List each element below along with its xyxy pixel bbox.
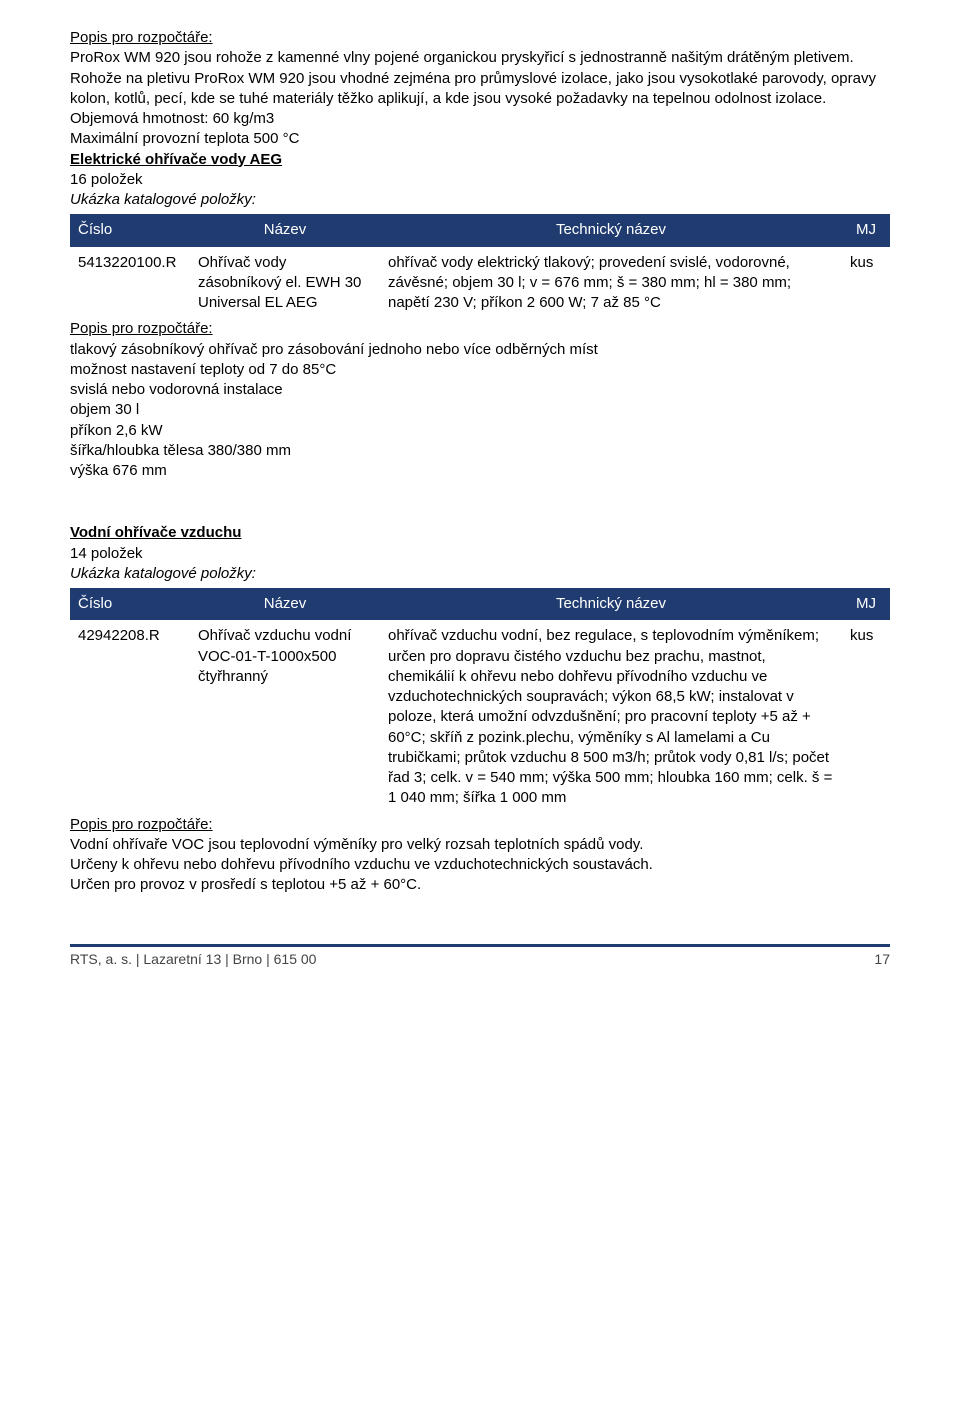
sec3-sample-label: Ukázka katalogové položky: <box>70 564 890 584</box>
th-tech: Technický název <box>380 588 842 620</box>
cell-tech: ohřívač vzduchu vodní, bez regulace, s t… <box>380 620 842 814</box>
cell-mj: kus <box>842 247 890 320</box>
th-tech: Technický název <box>380 214 842 246</box>
th-number: Číslo <box>70 214 190 246</box>
footer-left: RTS, a. s. | Lazaretní 13 | Brno | 615 0… <box>70 950 316 969</box>
sec2-heading: Elektrické ohřívače vody AEG <box>70 150 890 170</box>
cell-name: Ohřívač vody zásobníkový el. EWH 30 Univ… <box>190 247 380 320</box>
table-row: 42942208.R Ohřívač vzduchu vodní VOC-01-… <box>70 620 890 814</box>
sec2-d3: svislá nebo vodorovná instalace <box>70 380 890 400</box>
sec1-p4: Maximální provozní teplota 500 °C <box>70 129 890 149</box>
footer-page-number: 17 <box>874 950 890 969</box>
table-header-row: Číslo Název Technický název MJ <box>70 214 890 246</box>
sec2-d7: výška 676 mm <box>70 461 890 481</box>
cell-mj: kus <box>842 620 890 814</box>
th-mj: MJ <box>842 214 890 246</box>
sec3-d3: Určen pro provoz v prosředí s teplotou +… <box>70 875 890 895</box>
sec2-d2: možnost nastavení teploty od 7 do 85°C <box>70 360 890 380</box>
sec2-count: 16 položek <box>70 170 890 190</box>
sec2-sample-label: Ukázka katalogové položky: <box>70 190 890 210</box>
sec2-d4: objem 30 l <box>70 400 890 420</box>
sec2-d6: šířka/hloubka tělesa 380/380 mm <box>70 441 890 461</box>
sec3-count: 14 položek <box>70 544 890 564</box>
page-footer: RTS, a. s. | Lazaretní 13 | Brno | 615 0… <box>70 944 890 969</box>
sec2-table: Číslo Název Technický název MJ 541322010… <box>70 214 890 319</box>
sec3-desc-label: Popis pro rozpočtáře: <box>70 815 890 835</box>
sec2-desc-label: Popis pro rozpočtáře: <box>70 319 890 339</box>
sec3-d1: Vodní ohřívaře VOC jsou teplovodní výměn… <box>70 835 890 855</box>
sec3-table: Číslo Název Technický název MJ 42942208.… <box>70 588 890 815</box>
sec1-p3: Objemová hmotnost: 60 kg/m3 <box>70 109 890 129</box>
desc-label: Popis pro rozpočtáře: <box>70 28 890 48</box>
th-name: Název <box>190 214 380 246</box>
cell-name: Ohřívač vzduchu vodní VOC-01-T-1000x500 … <box>190 620 380 814</box>
table-row: 5413220100.R Ohřívač vody zásobníkový el… <box>70 247 890 320</box>
cell-tech: ohřívač vody elektrický tlakový; provede… <box>380 247 842 320</box>
table-header-row: Číslo Název Technický název MJ <box>70 588 890 620</box>
sec1-p2: Rohože na pletivu ProRox WM 920 jsou vho… <box>70 69 890 110</box>
cell-number: 5413220100.R <box>70 247 190 320</box>
th-number: Číslo <box>70 588 190 620</box>
sec2-d1: tlakový zásobníkový ohřívač pro zásobová… <box>70 340 890 360</box>
sec1-p1: ProRox WM 920 jsou rohože z kamenné vlny… <box>70 48 890 68</box>
sec3-heading: Vodní ohřívače vzduchu <box>70 523 890 543</box>
th-name: Název <box>190 588 380 620</box>
sec3-d2: Určeny k ohřevu nebo dohřevu přívodního … <box>70 855 890 875</box>
sec2-d5: příkon 2,6 kW <box>70 421 890 441</box>
cell-number: 42942208.R <box>70 620 190 814</box>
th-mj: MJ <box>842 588 890 620</box>
